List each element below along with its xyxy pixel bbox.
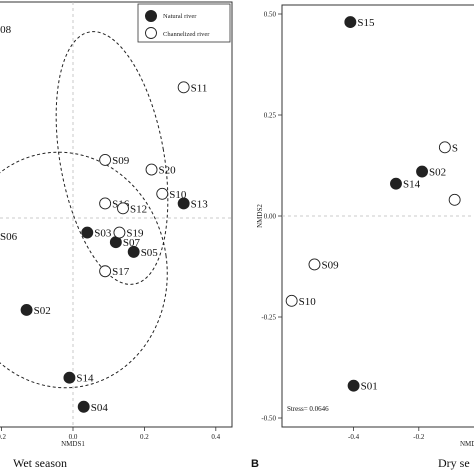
point-label: S — [452, 142, 458, 154]
channelized-river-point — [99, 265, 112, 278]
left-x-tick-label: 0.2 — [140, 433, 149, 441]
channelized-river-point — [156, 187, 169, 200]
legend-marker-channelized — [145, 27, 157, 39]
legend-label-natural: Natural river — [163, 13, 197, 20]
left-unplotted-label: S06 — [0, 231, 18, 243]
natural-river-point — [81, 226, 94, 239]
channelized-river-point — [308, 258, 321, 271]
right-y-tick-label: -0.50 — [261, 415, 276, 423]
channelized-ellipse — [55, 31, 169, 285]
point-label: S10 — [169, 189, 187, 201]
natural-river-point — [77, 400, 90, 413]
legend-label-channelized: Channelized river — [163, 31, 210, 38]
point-label: S13 — [191, 198, 209, 210]
natural-river-point — [177, 197, 190, 210]
point-label: S01 — [361, 381, 378, 393]
right-y-tick-label: 0.50 — [264, 11, 277, 19]
point-label: S12 — [130, 203, 147, 215]
natural-river-point — [127, 245, 140, 258]
legend-marker-natural — [145, 10, 157, 22]
natural-river-point — [390, 177, 402, 190]
left-x-tick-label: 0.4 — [211, 433, 220, 441]
natural-ellipse — [0, 151, 168, 389]
panel-letter-b: B — [251, 458, 259, 470]
point-label: S19 — [126, 228, 144, 240]
channelized-river-point — [177, 81, 190, 94]
point-label: S09 — [321, 259, 339, 271]
channelized-river-point — [448, 193, 461, 206]
channelized-river-point — [117, 202, 129, 215]
channelized-river-point — [99, 197, 112, 210]
channelized-river-point — [145, 163, 158, 176]
right-x-tick-label: -0.4 — [348, 433, 360, 441]
left-plot-frame — [0, 1, 233, 428]
right-y-axis-title: NMDS2 — [256, 204, 264, 228]
left-unplotted-label: S08 — [0, 24, 12, 36]
point-label: S14 — [76, 373, 94, 385]
natural-river-point — [347, 379, 360, 392]
channelized-river-point — [438, 141, 451, 154]
right-x-tick-label: -0.2 — [413, 433, 425, 441]
left-x-tick-label: 0.2 — [0, 433, 6, 441]
natural-river-point — [416, 165, 429, 178]
left-x-axis-title: NMDS1 — [61, 440, 85, 448]
point-label: S02 — [34, 305, 51, 317]
point-label: S02 — [429, 167, 446, 179]
stress-annotation: Stress= 0.0646 — [287, 405, 329, 413]
point-label: S09 — [112, 155, 130, 167]
channelized-river-point — [285, 294, 298, 307]
natural-river-point — [20, 304, 33, 316]
point-label: S15 — [357, 17, 375, 29]
point-label: S14 — [403, 179, 421, 191]
left-x-tick-label: 0.0 — [69, 433, 78, 441]
point-label: S05 — [141, 247, 159, 259]
point-label: S10 — [299, 296, 317, 308]
right-y-tick-label: 0.25 — [264, 112, 277, 120]
channelized-river-point — [113, 226, 126, 239]
point-label: S11 — [191, 82, 208, 94]
point-label: S17 — [112, 266, 130, 278]
right-x-axis-title: NMDS — [460, 440, 474, 448]
legend: Natural river Channelized river — [137, 3, 231, 43]
point-label: S04 — [91, 402, 109, 414]
left-caption: Wet season — [13, 456, 67, 470]
dry-season-panel: 0.50 0.25 0.00 -0.25 -0.50 -0.4 -0.2 NMDS2 NMD… — [251, 4, 474, 470]
right-y-tick-label: -0.25 — [261, 314, 276, 322]
right-y-tick-label: 0.00 — [264, 213, 277, 221]
channelized-river-point — [99, 153, 112, 166]
natural-river-point — [63, 371, 76, 384]
natural-river-point — [344, 16, 357, 29]
point-label: S20 — [159, 165, 177, 177]
point-label: S07 — [123, 237, 141, 249]
point-label: S03 — [94, 228, 112, 240]
right-caption: Dry se — [438, 456, 470, 470]
